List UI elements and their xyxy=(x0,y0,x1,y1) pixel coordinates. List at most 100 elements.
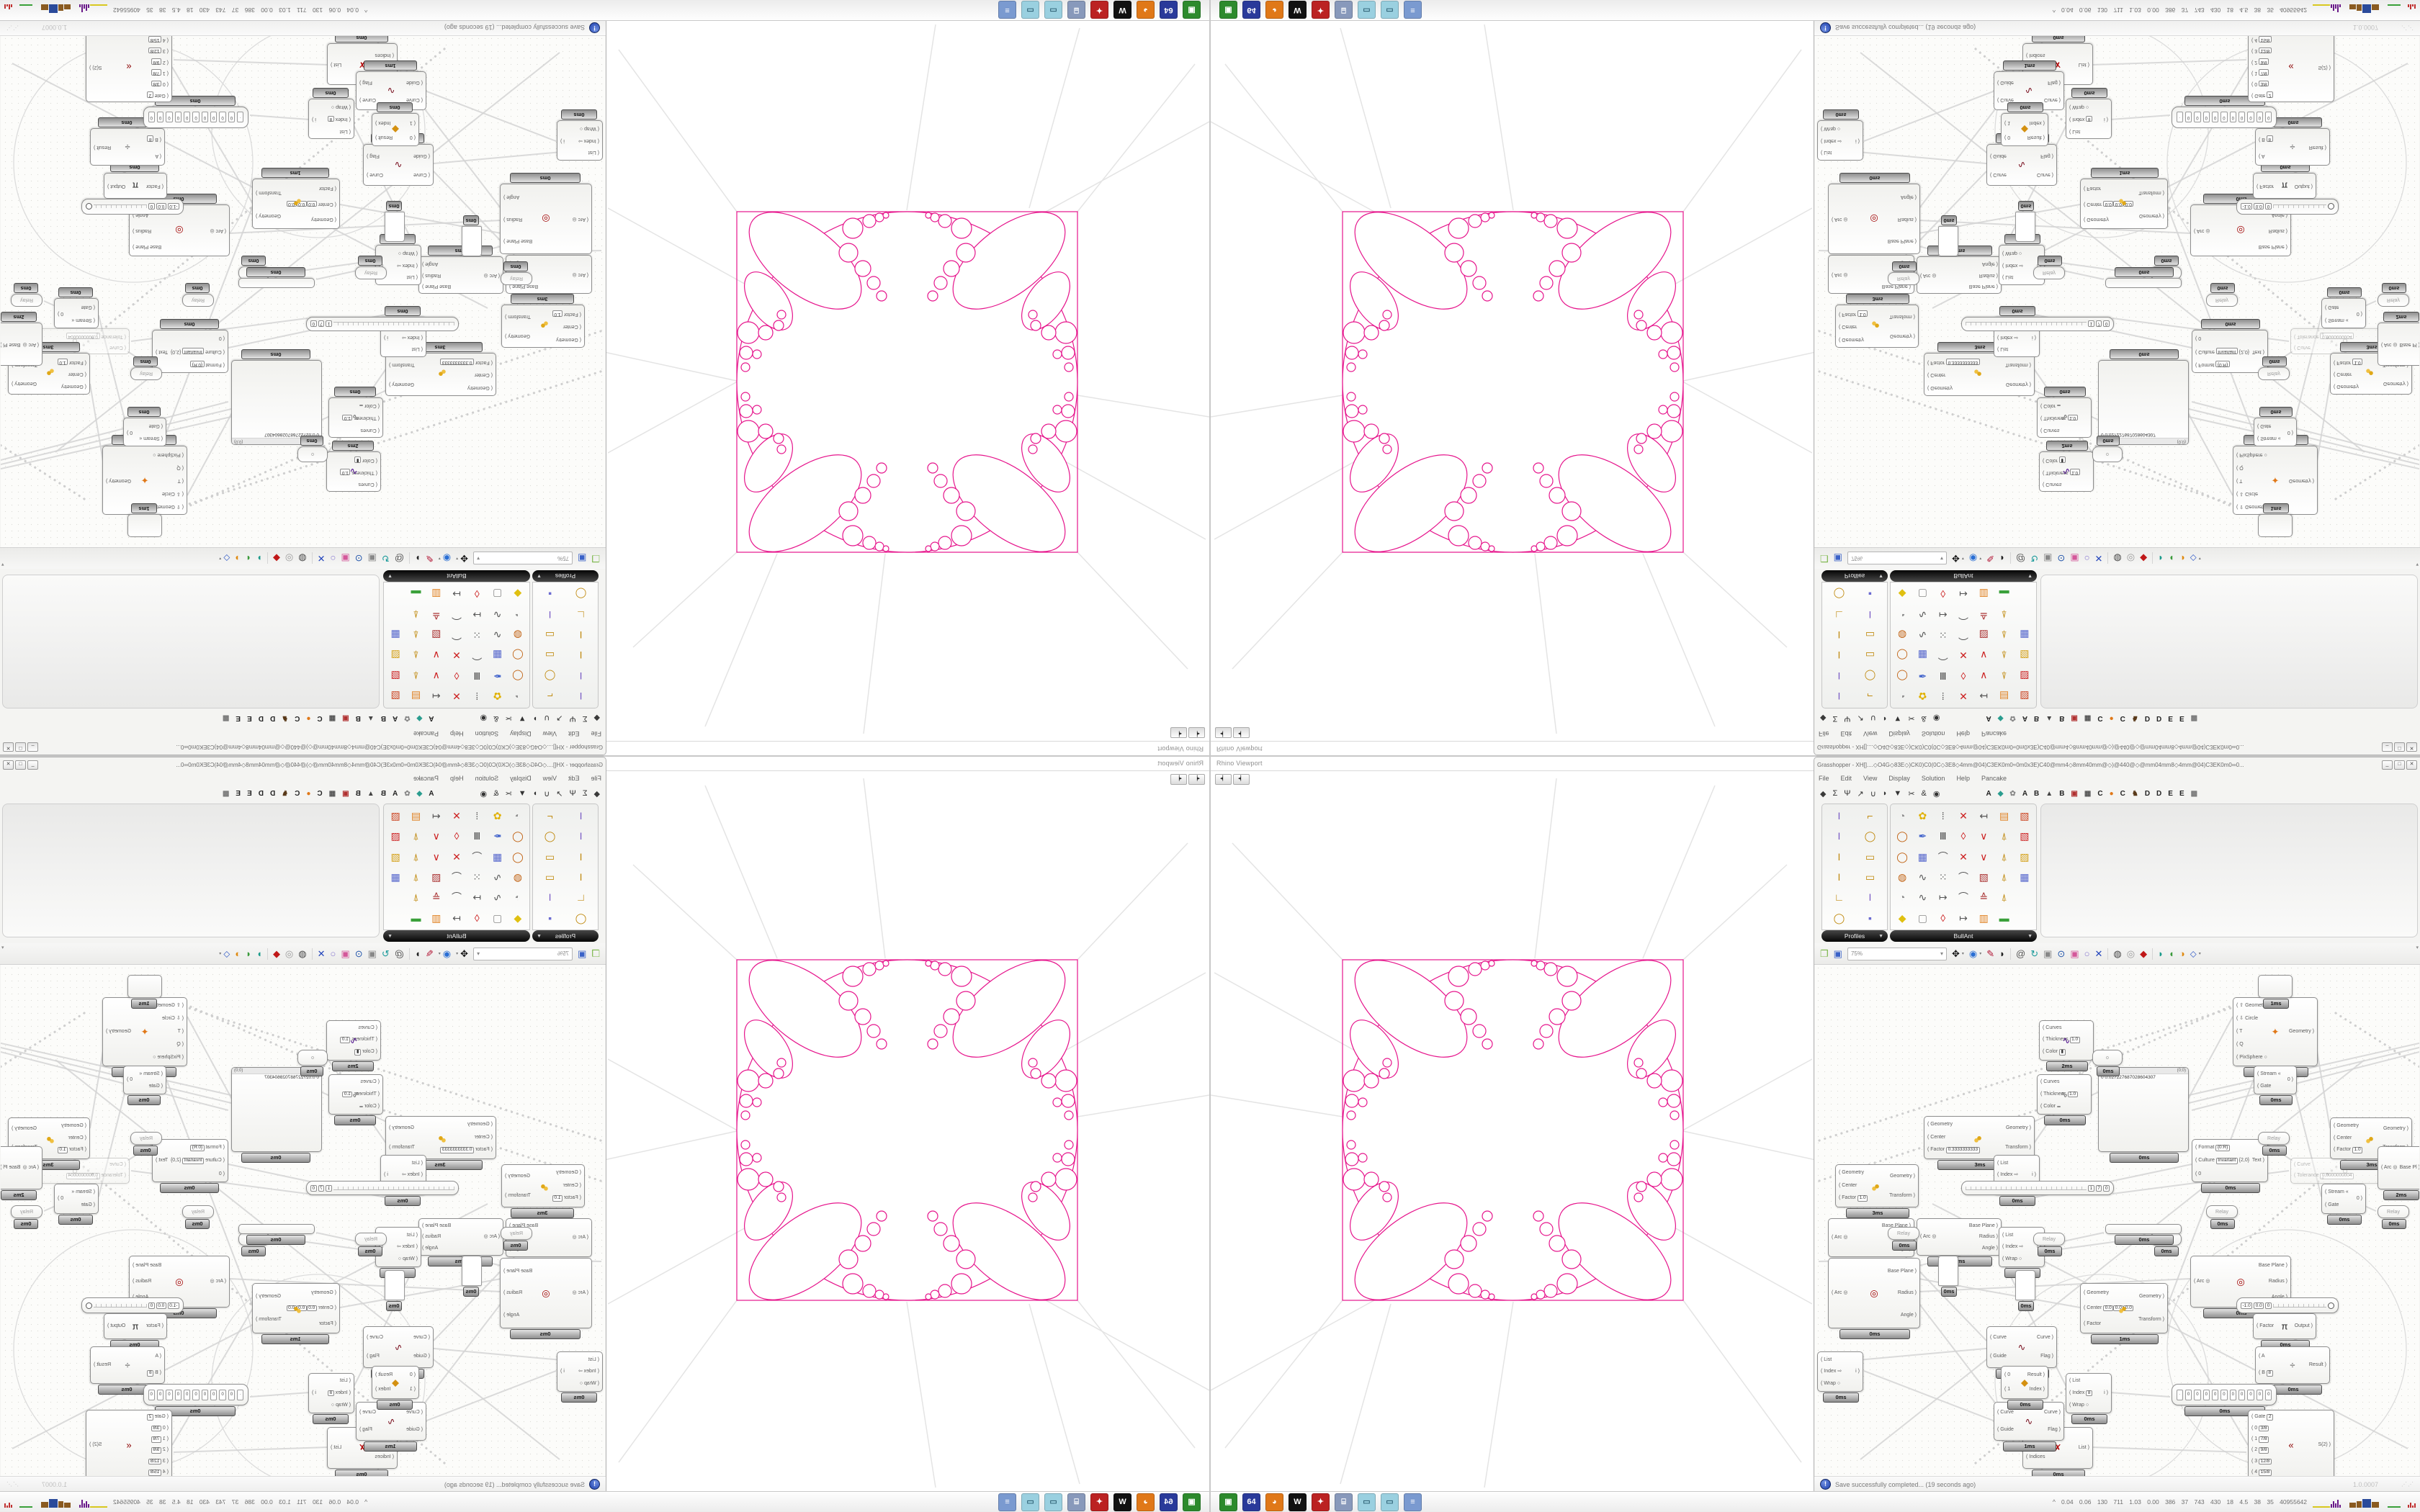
palette-cell[interactable]: ∿ xyxy=(1918,871,1927,883)
plugin-tab-15[interactable]: E xyxy=(247,789,252,798)
palette-cell[interactable]: ▤ xyxy=(411,810,421,822)
palette-cell[interactable]: ▧ xyxy=(1978,629,1989,641)
plugin-tab-0[interactable]: A xyxy=(429,789,434,798)
taskbar-app-4[interactable]: ✦ xyxy=(1312,1493,1330,1511)
gh-node[interactable]: ( Arc ◎Base Plane )Radius )Angle )2ms xyxy=(418,1218,503,1266)
gh-node[interactable]: ( 0( 1 Result ) Index ) ◆ 0ms xyxy=(2001,1366,2048,1410)
window-alert-icon[interactable]: ▣ xyxy=(367,948,377,959)
palette-cell[interactable]: ⌐ xyxy=(1867,690,1873,702)
plugin-tab-2[interactable]: ✿ xyxy=(404,714,411,723)
close-button[interactable]: ✕ xyxy=(2406,742,2417,752)
palette-cell[interactable]: ⍋ xyxy=(413,850,419,863)
gh-node[interactable]: ( Stream «( Gate 0 ) 0ms xyxy=(2254,407,2297,446)
menu-pancake[interactable]: Pancake xyxy=(1981,775,2007,782)
gh-node[interactable]: ( Factor Output ) π 0ms xyxy=(2253,1313,2316,1350)
gh-node[interactable]: ( Stream «( Gate 0 ) 0ms xyxy=(2321,287,2366,328)
open-icon[interactable]: ❐ xyxy=(591,948,600,959)
palette-cell[interactable]: ∟ xyxy=(1834,608,1845,621)
rhino-viewport-tab[interactable]: Rhino Viewport xyxy=(1216,760,1263,767)
taskbar-app-0[interactable]: ▣ xyxy=(1183,1493,1201,1511)
palette-cell[interactable]: ▭ xyxy=(1865,629,1876,641)
palette-cell[interactable]: ∿ xyxy=(1918,608,1927,621)
palette-cell[interactable]: ▨ xyxy=(390,649,400,662)
tray-chevron-icon[interactable]: ^ xyxy=(2052,6,2056,14)
palette-cell[interactable]: ◯ xyxy=(1896,670,1908,682)
palette-cell[interactable]: ∿ xyxy=(493,871,502,883)
taskbar-app-5[interactable]: ⌸ xyxy=(1067,1493,1085,1511)
plugin-tab-6[interactable]: B xyxy=(355,789,361,798)
palette-cell[interactable]: ▥ xyxy=(1978,912,1989,924)
gh-node-genepool[interactable]: · 0 0 0 0 0 0 0 0 0 0 0ms xyxy=(143,96,248,128)
plugin-tab-4[interactable]: B xyxy=(2034,714,2040,723)
palette-cell[interactable]: ⍋ xyxy=(413,608,419,621)
palette-cell[interactable]: ▭ xyxy=(1865,871,1876,883)
sketch-pen-icon[interactable]: ✎ xyxy=(1986,948,1995,959)
category-tab-icon-2[interactable]: Ψ xyxy=(1844,789,1851,798)
category-tab-icon-2[interactable]: Ψ xyxy=(1844,714,1851,723)
gh-node[interactable]: ( List( Index ⇨( Wrap ○i )0ms xyxy=(1817,1351,1863,1403)
plugin-tab-12[interactable]: ♞ xyxy=(2131,714,2138,723)
palette-cell[interactable]: ✕ xyxy=(452,649,461,662)
menu-file[interactable]: File xyxy=(1819,730,1829,737)
palette-cell[interactable]: ∨ xyxy=(432,649,440,662)
palette-cell[interactable]: ≙ xyxy=(1979,891,1989,904)
palette-cell[interactable]: ↤ xyxy=(1979,810,1989,822)
gha-loader-icon[interactable]: ↻ xyxy=(2030,948,2039,959)
palette-cell[interactable]: ⁙ xyxy=(1938,629,1948,641)
gh-node-stub[interactable]: 0ms xyxy=(2105,1224,2182,1245)
palette-cell[interactable]: ◔ xyxy=(514,891,521,904)
taskbar-app-7[interactable]: ▭ xyxy=(1021,1,1039,19)
palette-cell[interactable]: ⁞ xyxy=(475,690,479,702)
palette-cell[interactable]: ◆ xyxy=(514,588,522,600)
taskbar-app-8[interactable]: ≡ xyxy=(998,1493,1016,1511)
palette-name-bullant[interactable]: BullAnt ▼ xyxy=(383,570,530,582)
plugin-tab-12[interactable]: ♞ xyxy=(2131,789,2138,798)
palette-cell[interactable]: Ⅲ xyxy=(473,830,481,842)
taskbar-app-6[interactable]: ▭ xyxy=(1358,1493,1376,1511)
palette-cell[interactable]: ◯ xyxy=(1864,830,1876,842)
palette-cell[interactable]: ⌒ xyxy=(452,608,462,621)
gh-node[interactable]: ( Geometry( Center( Factor 0.3333333333 G… xyxy=(1924,342,2035,396)
category-tab-icon-1[interactable]: Σ xyxy=(582,714,588,723)
category-tab-icon-9[interactable]: ◉ xyxy=(480,714,488,723)
gha-loader-icon[interactable]: ↻ xyxy=(381,553,390,564)
green-blob-icon[interactable]: ◖ xyxy=(2168,553,2174,564)
palette-cell[interactable]: ◔ xyxy=(1899,891,1906,904)
rings-icon[interactable]: ◎ xyxy=(2126,553,2136,564)
palette-cell[interactable]: ≙ xyxy=(1979,608,1989,621)
palette-cell[interactable]: ⍋ xyxy=(413,629,419,641)
save-icon[interactable]: ▣ xyxy=(1833,948,1842,959)
plugin-tab-14[interactable]: D xyxy=(2156,714,2162,723)
palette-name-profiles[interactable]: Profiles ▼ xyxy=(532,930,599,942)
orange-sphere-icon[interactable]: ◑ xyxy=(2179,553,2185,564)
caret-icon[interactable]: ▾ xyxy=(1979,952,1982,956)
tray-chevron-icon[interactable]: ^ xyxy=(2052,1498,2056,1506)
blue-hex-icon[interactable]: ⬦ xyxy=(223,553,230,564)
palette-cell[interactable]: ↤ xyxy=(431,690,441,702)
maximize-button[interactable]: □ xyxy=(15,742,26,752)
gh-node-stub[interactable]: 0ms xyxy=(238,267,315,288)
palette-cell[interactable]: ▧ xyxy=(390,690,400,702)
plugin-tab-10[interactable]: ● xyxy=(306,789,311,798)
palette-cell[interactable]: I xyxy=(1837,871,1841,883)
category-tab-icon-8[interactable]: & xyxy=(1921,789,1927,798)
palette-cell[interactable]: ▧ xyxy=(2020,810,2030,822)
category-tab-icon-7[interactable]: ✂ xyxy=(1908,714,1915,723)
plugin-tab-3[interactable]: A xyxy=(2022,714,2028,723)
menu-solution[interactable]: Solution xyxy=(1921,775,1945,782)
category-tab-icon-5[interactable]: ◗ xyxy=(1882,714,1888,723)
menu-pancake[interactable]: Pancake xyxy=(413,730,439,737)
plugin-tab-16[interactable]: E xyxy=(236,714,241,723)
category-tab-icon-0[interactable]: ◆ xyxy=(593,714,600,723)
plugin-tab-12[interactable]: ♞ xyxy=(282,714,289,723)
plugin-tab-15[interactable]: E xyxy=(247,714,252,723)
taskbar-app-7[interactable]: ▭ xyxy=(1381,1493,1399,1511)
palette-cell[interactable]: ≙ xyxy=(431,891,441,904)
